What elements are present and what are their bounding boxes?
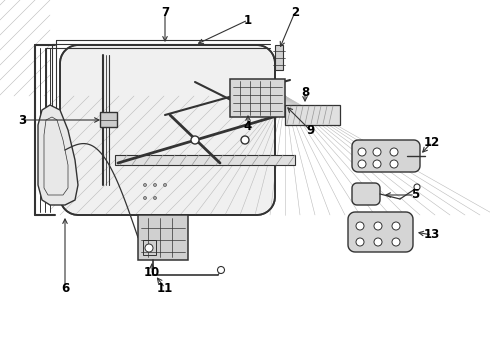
Circle shape xyxy=(218,266,224,274)
Text: 3: 3 xyxy=(18,113,26,126)
Polygon shape xyxy=(230,79,285,117)
Polygon shape xyxy=(285,105,340,125)
Circle shape xyxy=(358,148,366,156)
Text: 1: 1 xyxy=(244,13,252,27)
Polygon shape xyxy=(138,215,188,260)
Circle shape xyxy=(356,238,364,246)
Polygon shape xyxy=(352,140,420,172)
Polygon shape xyxy=(38,105,78,205)
Circle shape xyxy=(241,136,249,144)
Text: 5: 5 xyxy=(411,189,419,202)
Text: 8: 8 xyxy=(301,85,309,99)
Circle shape xyxy=(145,244,153,252)
Circle shape xyxy=(374,222,382,230)
Text: 13: 13 xyxy=(424,229,440,242)
Polygon shape xyxy=(352,183,380,205)
Text: 12: 12 xyxy=(424,135,440,148)
Circle shape xyxy=(392,238,400,246)
Circle shape xyxy=(414,184,420,190)
Polygon shape xyxy=(100,112,117,127)
Text: 6: 6 xyxy=(61,282,69,294)
Circle shape xyxy=(358,160,366,168)
Circle shape xyxy=(373,160,381,168)
Circle shape xyxy=(390,160,398,168)
Circle shape xyxy=(144,197,147,199)
Circle shape xyxy=(153,184,156,186)
Circle shape xyxy=(144,184,147,186)
Circle shape xyxy=(356,222,364,230)
Circle shape xyxy=(392,222,400,230)
Circle shape xyxy=(191,136,199,144)
Circle shape xyxy=(164,184,167,186)
Circle shape xyxy=(390,148,398,156)
Text: 7: 7 xyxy=(161,5,169,18)
Polygon shape xyxy=(348,212,413,252)
Text: 9: 9 xyxy=(306,123,314,136)
Text: 2: 2 xyxy=(291,5,299,18)
Circle shape xyxy=(373,148,381,156)
Circle shape xyxy=(153,197,156,199)
Circle shape xyxy=(374,238,382,246)
Polygon shape xyxy=(275,45,283,70)
Polygon shape xyxy=(115,155,295,165)
Text: 4: 4 xyxy=(244,121,252,134)
Text: 10: 10 xyxy=(144,266,160,279)
Polygon shape xyxy=(60,45,275,215)
Text: 11: 11 xyxy=(157,282,173,294)
